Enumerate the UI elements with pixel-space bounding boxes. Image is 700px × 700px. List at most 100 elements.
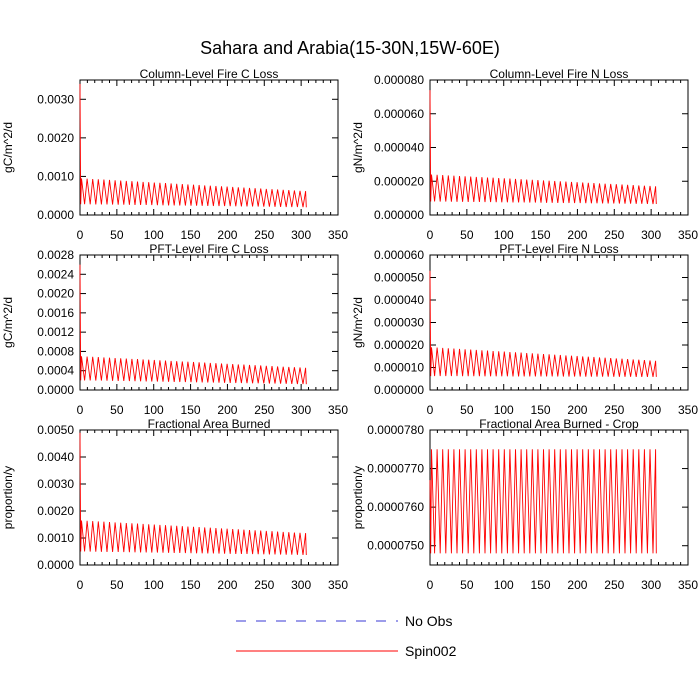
panel-2-ytick-label: 0.000020: [374, 174, 424, 188]
panel-3-ytick-label: 0.0004: [37, 364, 74, 378]
legend-label-2: Spin002: [405, 643, 457, 659]
panel-6-xtick-label: 350: [678, 578, 698, 592]
panel-6-ytick-label: 0.0000760: [367, 500, 424, 514]
panel-5-series-line: [79, 432, 307, 556]
panel-4-xtick-label: 50: [460, 403, 474, 417]
panel-4-ytick-label: 0.000040: [374, 293, 424, 307]
panel-2-series-line: [429, 90, 657, 205]
panel-2-ytick-label: 0.000040: [374, 141, 424, 155]
panel-5-xtick-label: 100: [144, 578, 164, 592]
panel-3-ylabel: gC/m^2/d: [1, 297, 15, 348]
panel-5-ytick-label: 0.0000: [37, 558, 74, 572]
panel-3-ytick-label: 0.0020: [37, 287, 74, 301]
panel-5-xtick-label: 50: [110, 578, 124, 592]
panel-3-xtick-label: 100: [144, 403, 164, 417]
panel-6-xtick-label: 0: [427, 578, 434, 592]
panel-4-xtick-label: 150: [531, 403, 551, 417]
panel-4-ytick-label: 0.000030: [374, 316, 424, 330]
panel-3-xtick-label: 50: [110, 403, 124, 417]
panel-4-title: PFT-Level Fire N Loss: [499, 242, 618, 256]
panel-2-xtick-label: 150: [531, 228, 551, 242]
panel-5-ytick-label: 0.0030: [37, 477, 74, 491]
panel-2-xtick-label: 250: [604, 228, 624, 242]
panel-2-xtick-label: 100: [494, 228, 514, 242]
panel-4-series-line: [429, 270, 657, 377]
panel-4-ytick-label: 0.000020: [374, 338, 424, 352]
panel-2-xtick-label: 50: [460, 228, 474, 242]
panel-1-xtick-label: 300: [291, 228, 311, 242]
panel-5-xtick-label: 250: [254, 578, 274, 592]
panel-6-xtick-label: 150: [531, 578, 551, 592]
panel-2-ytick-label: 0.000080: [374, 73, 424, 87]
panel-3-ytick-label: 0.0012: [37, 325, 74, 339]
panel-6-series-line: [429, 449, 657, 554]
panel-2-xtick-label: 350: [678, 228, 698, 242]
panel-6-xtick-label: 100: [494, 578, 514, 592]
panel-5-ytick-label: 0.0020: [37, 504, 74, 518]
panel-4-ytick-label: 0.000010: [374, 361, 424, 375]
page-title: Sahara and Arabia(15-30N,15W-60E): [200, 38, 500, 58]
panel-3-title: PFT-Level Fire C Loss: [149, 242, 268, 256]
panel-5-xtick-label: 200: [217, 578, 237, 592]
panel-2-xtick-label: 300: [641, 228, 661, 242]
panel-6-xtick-label: 300: [641, 578, 661, 592]
panel-3-ytick-label: 0.0008: [37, 344, 74, 358]
panel-1-ytick-label: 0.0010: [37, 169, 74, 183]
panel-6-title: Fractional Area Burned - Crop: [479, 417, 639, 431]
panel-6-ytick-label: 0.0000750: [367, 539, 424, 553]
panel-1-xtick-label: 350: [328, 228, 348, 242]
panel-3-ytick-label: 0.0016: [37, 306, 74, 320]
panel-1-xtick-label: 100: [144, 228, 164, 242]
panel-1-ytick-label: 0.0030: [37, 92, 74, 106]
panel-4-ylabel: gN/m^2/d: [351, 297, 365, 348]
panel-5-xtick-label: 0: [77, 578, 84, 592]
panel-1-xtick-label: 250: [254, 228, 274, 242]
panel-2-xtick-label: 200: [567, 228, 587, 242]
panel-1-series-line: [79, 83, 307, 208]
panel-1-xtick-label: 200: [217, 228, 237, 242]
panel-5-ytick-label: 0.0040: [37, 450, 74, 464]
panel-5-ylabel: proportion/y: [1, 466, 15, 529]
panel-4-xtick-label: 300: [641, 403, 661, 417]
panel-5-xtick-label: 350: [328, 578, 348, 592]
panel-3-ytick-label: 0.0000: [37, 383, 74, 397]
panel-2-xtick-label: 0: [427, 228, 434, 242]
panel-1-ytick-label: 0.0000: [37, 208, 74, 222]
panel-5-xtick-label: 150: [181, 578, 201, 592]
panel-3-xtick-label: 350: [328, 403, 348, 417]
panel-4-ytick-label: 0.000000: [374, 383, 424, 397]
panel-4-xtick-label: 100: [494, 403, 514, 417]
panel-1-xtick-label: 0: [77, 228, 84, 242]
panel-2-ytick-label: 0.000060: [374, 107, 424, 121]
panel-2-ylabel: gN/m^2/d: [351, 122, 365, 173]
panel-1-ylabel: gC/m^2/d: [1, 122, 15, 173]
panel-1-title: Column-Level Fire C Loss: [140, 67, 279, 81]
panel-6-ytick-label: 0.0000780: [367, 423, 424, 437]
panel-4-xtick-label: 0: [427, 403, 434, 417]
panel-4-ytick-label: 0.000060: [374, 248, 424, 262]
panel-6-ylabel: proportion/y: [351, 466, 365, 529]
panel-4-xtick-label: 250: [604, 403, 624, 417]
panel-4-ytick-label: 0.000050: [374, 271, 424, 285]
panel-3-xtick-label: 250: [254, 403, 274, 417]
panel-5-ytick-label: 0.0010: [37, 531, 74, 545]
panel-4-xtick-label: 200: [567, 403, 587, 417]
panel-3-xtick-label: 0: [77, 403, 84, 417]
panel-3-xtick-label: 300: [291, 403, 311, 417]
panel-3-ytick-label: 0.0028: [37, 248, 74, 262]
panel-4-xtick-label: 350: [678, 403, 698, 417]
panel-6-xtick-label: 250: [604, 578, 624, 592]
panel-1-xtick-label: 50: [110, 228, 124, 242]
panel-6-ytick-label: 0.0000770: [367, 462, 424, 476]
panel-5-title: Fractional Area Burned: [148, 417, 271, 431]
panel-6-xtick-label: 200: [567, 578, 587, 592]
panel-3-xtick-label: 150: [181, 403, 201, 417]
panel-3-series-line: [79, 264, 307, 385]
legend-label-1: No Obs: [405, 613, 452, 629]
panel-2-ytick-label: 0.000000: [374, 208, 424, 222]
panel-5-xtick-label: 300: [291, 578, 311, 592]
panel-5-ytick-label: 0.0050: [37, 423, 74, 437]
panel-1-xtick-label: 150: [181, 228, 201, 242]
panel-6-xtick-label: 50: [460, 578, 474, 592]
